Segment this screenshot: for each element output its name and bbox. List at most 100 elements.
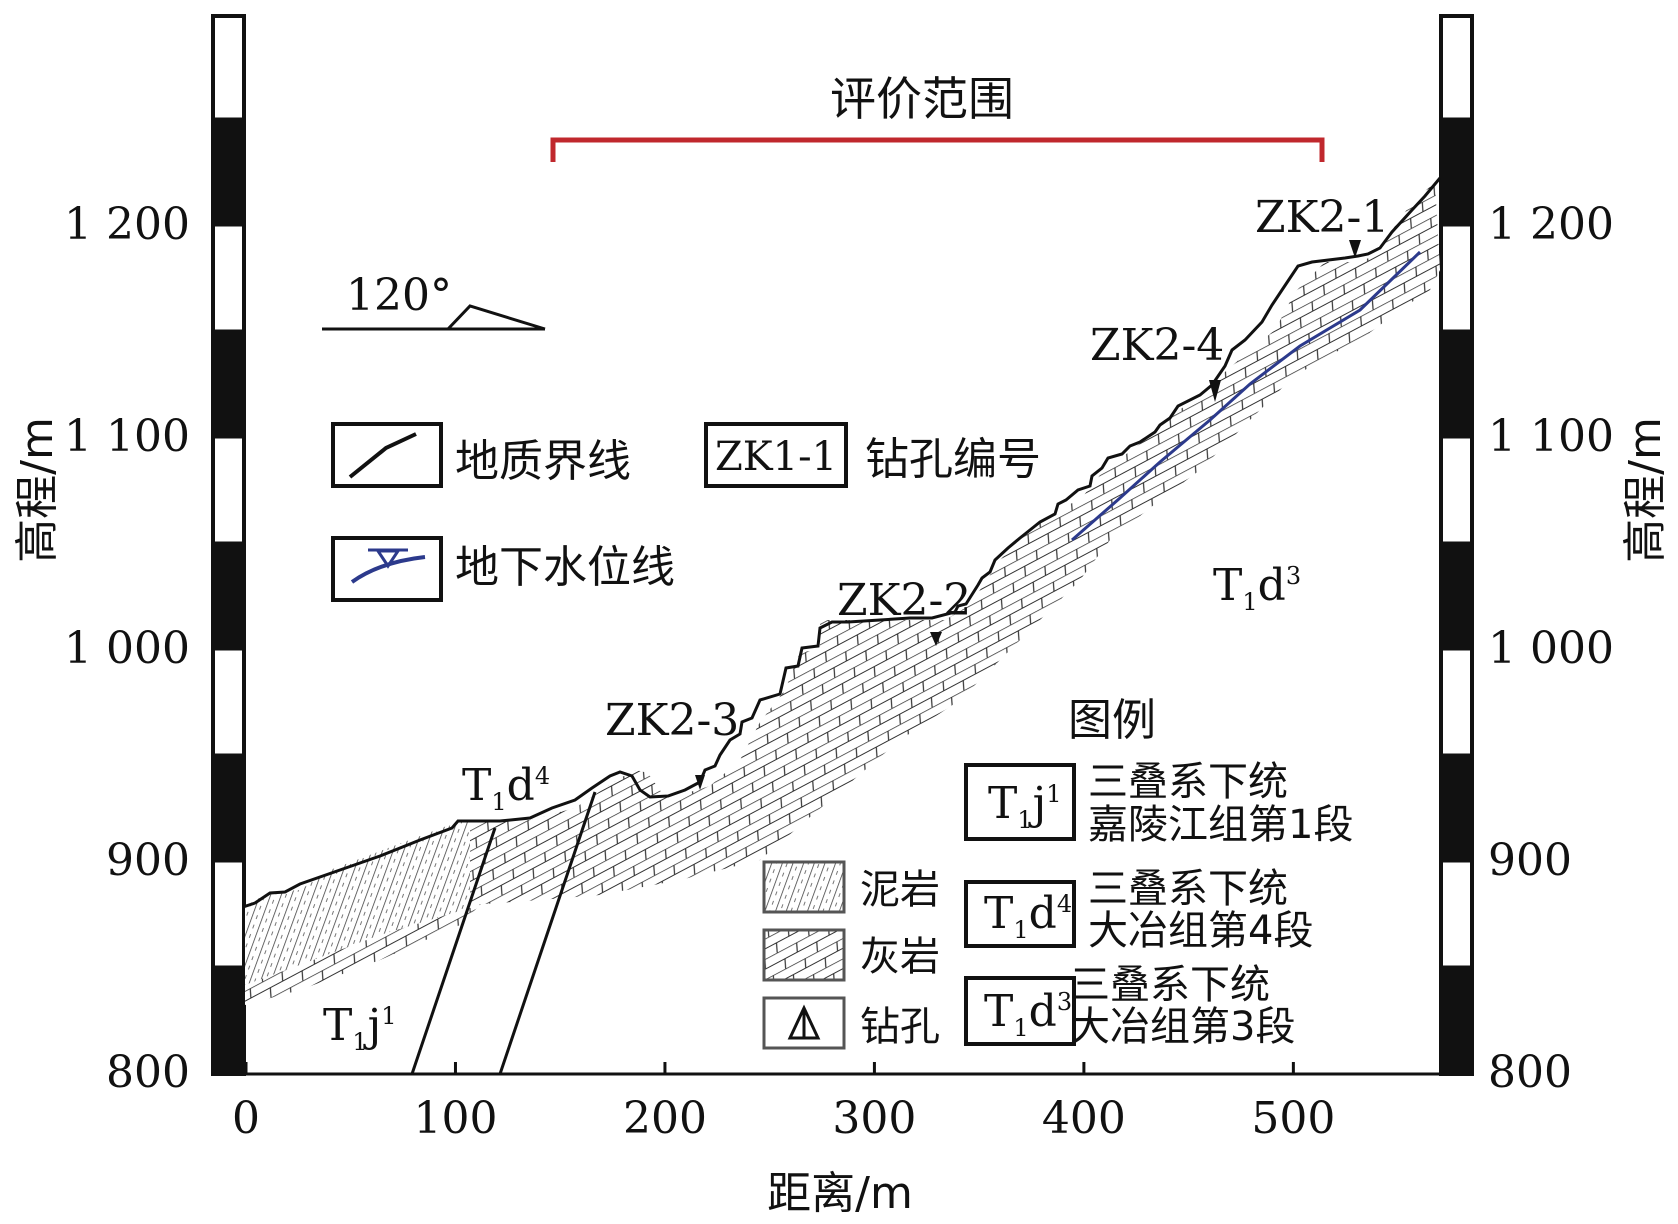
left-scale-segment [211, 965, 246, 1075]
borehole-zk2-1: ZK2-1 [1255, 192, 1389, 258]
stratum-t1d3-limestone [470, 182, 1440, 905]
evaluation-scope-title: 评价范围 [830, 72, 1014, 126]
y-tick-label: 1 000 [1488, 623, 1614, 674]
strata-t1d3-sub: 1 [1013, 1014, 1028, 1042]
right-scale-segment [1439, 965, 1474, 1075]
formation-t1d3-base: T [1213, 560, 1242, 611]
right-scale-segment [1439, 753, 1474, 863]
x-tick-label: 200 [623, 1093, 707, 1144]
legend-mudstone-label: 泥岩 [860, 867, 940, 913]
legend-mudstone: 泥岩 [762, 860, 940, 914]
geologic-boundary-a [410, 827, 497, 1075]
formation-t1d4-base: T [462, 760, 491, 811]
y-tick-label: 800 [1488, 1047, 1572, 1098]
evaluation-scope-bracket [550, 137, 1325, 162]
legend-borehole-label: 钻孔 [860, 1004, 940, 1050]
strata-legend-t1d3-line1: 三叠系下统 [1070, 962, 1270, 1008]
strata-t1j1-sup: 1 [1046, 780, 1061, 808]
borehole-zk2-1-label: ZK2-1 [1255, 192, 1389, 243]
formation-t1d3-mid: d [1258, 560, 1286, 611]
right-scale-segment [1439, 541, 1474, 651]
formation-label-t1d3: T1d3 [1213, 560, 1301, 616]
borehole-zk2-4: ZK2-4 [1090, 320, 1224, 402]
strata-legend-t1j1: T1j1 三叠系下统 嘉陵江组第1段 [964, 759, 1353, 848]
groundwater-table-line [1071, 250, 1422, 542]
right-scale-segment [1439, 859, 1474, 969]
legend-title: 图例 [1068, 695, 1156, 746]
formation-label-t1d4: T1d4 [462, 760, 550, 816]
right-scale-segment [1439, 223, 1474, 333]
orientation-symbol: 120° [322, 270, 546, 331]
strata-legend-t1j1-line1: 三叠系下统 [1088, 759, 1288, 805]
strata-t1j1-mid: j [1028, 778, 1047, 829]
legend-groundwater-line: 地下水位线 [331, 536, 675, 602]
strata-t1d3-base: T [984, 986, 1013, 1037]
formation-label-t1j1: T1j1 [323, 1000, 397, 1056]
formation-t1d3-sub: 1 [1242, 588, 1257, 616]
strata-t1d3-sup: 3 [1057, 988, 1072, 1016]
formation-t1j1-sup: 1 [381, 1002, 396, 1030]
legend-borehole-sample-id: ZK1-1 [715, 434, 837, 480]
strata-legend-t1d3: T1d3 三叠系下统 大冶组第3段 [964, 962, 1295, 1050]
right-scale-segment [1439, 329, 1474, 439]
strata-legend-t1d4: T1d4 三叠系下统 大冶组第4段 [964, 866, 1313, 954]
borehole-zk2-2: ZK2-2 [837, 575, 971, 646]
left-scale-segment [211, 223, 246, 333]
right-scale-segment [1439, 647, 1474, 757]
strata-legend-t1j1-line2: 嘉陵江组第1段 [1088, 802, 1353, 848]
left-scale-segment [211, 435, 246, 545]
y-tick-label: 800 [106, 1047, 190, 1098]
borehole-zk2-4-label: ZK2-4 [1090, 320, 1224, 371]
legend-limestone: 灰岩 [762, 928, 940, 982]
right-y-tick-labels: 1 200 1 100 1 000 900 800 [1488, 199, 1614, 1098]
formation-t1d4-sup: 4 [535, 762, 550, 790]
left-scale-segment [211, 329, 246, 439]
legend-groundwater-line-label: 地下水位线 [455, 542, 675, 593]
y-tick-label: 1 200 [64, 199, 190, 250]
right-scale-segment [1439, 435, 1474, 545]
formation-t1d4-mid: d [507, 760, 535, 811]
formation-t1j1-base: T [323, 1000, 352, 1051]
y-axis-label-left: 高程/m [12, 417, 63, 563]
x-tick-label: 300 [832, 1093, 916, 1144]
right-scale-segment [1439, 14, 1474, 121]
legend-borehole: 钻孔 [762, 996, 940, 1050]
x-tick-label: 100 [413, 1093, 497, 1144]
strata-legend-t1d4-line1: 三叠系下统 [1088, 866, 1288, 912]
left-scale-segment [211, 541, 246, 651]
x-axis-tick-labels: 0 100 200 300 400 500 [232, 1093, 1335, 1144]
left-scale-segment [211, 859, 246, 969]
legend-geologic-boundary: 地质界线 [331, 422, 631, 488]
left-elevation-scale-bar [211, 14, 246, 1076]
formation-t1d4-sub: 1 [491, 788, 506, 816]
stratum-t1d4-limestone [245, 905, 480, 1005]
left-scale-segment [211, 14, 246, 121]
right-elevation-scale-bar [1439, 14, 1474, 1076]
strata-t1d4-base: T [984, 888, 1013, 939]
legend-borehole-id: ZK1-1 钻孔编号 [704, 422, 1041, 488]
legend-limestone-label: 灰岩 [860, 934, 940, 980]
left-scale-segment [211, 117, 246, 227]
borehole-zk2-2-label: ZK2-2 [837, 575, 971, 626]
y-tick-label: 1 200 [1488, 199, 1614, 250]
strata-t1j1-sub: 1 [1017, 806, 1032, 834]
strata-legend-t1d3-code: T1d3 [984, 986, 1072, 1042]
legend-borehole-id-label: 钻孔编号 [865, 434, 1041, 485]
x-axis-ticks [244, 1062, 1295, 1074]
left-scale-segment [211, 647, 246, 757]
formation-t1j1-sub: 1 [352, 1028, 367, 1056]
right-scale-frame [1439, 14, 1474, 1076]
legend-geologic-boundary-label: 地质界线 [455, 436, 631, 487]
formation-t1d3-sup: 3 [1286, 562, 1301, 590]
y-tick-label: 1 100 [1488, 411, 1614, 462]
y-tick-label: 900 [106, 835, 190, 886]
strata-legend-t1d4-line2: 大冶组第4段 [1088, 908, 1313, 954]
strata-body [245, 182, 1440, 1005]
strata-legend: T1j1 三叠系下统 嘉陵江组第1段 T1d4 三叠系下统 大冶组第4段 T1d… [964, 759, 1353, 1050]
right-scale-segment [1439, 117, 1474, 227]
x-axis-label: 距离/m [767, 1168, 913, 1219]
formation-t1j1-mid: j [363, 1000, 382, 1051]
strata-t1d4-sup: 4 [1057, 890, 1072, 918]
strata-legend-t1j1-code: T1j1 [988, 778, 1062, 834]
